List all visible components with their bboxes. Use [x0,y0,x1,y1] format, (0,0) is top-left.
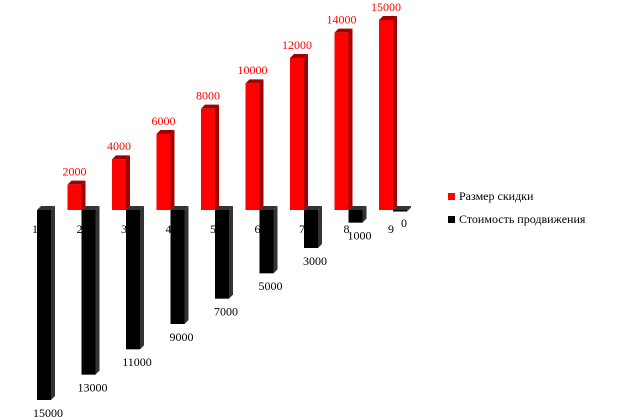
data-label: 10000 [238,63,268,77]
bar [37,210,51,400]
bar-side [362,206,367,223]
data-label: 15000 [371,0,401,14]
bar-side [126,155,130,210]
data-label: 4000 [107,139,131,153]
bar [112,159,126,210]
bar-top [259,206,278,210]
data-label: 6000 [152,114,176,128]
bar-side [348,28,353,210]
data-label: 7000 [214,304,238,318]
bar-top [37,206,55,210]
bar [67,184,82,210]
bar-side [95,206,100,375]
bar-side [140,206,144,350]
bar [379,20,393,210]
data-label: 13000 [78,380,108,394]
data-label: 5000 [259,279,283,293]
bar-side [393,16,397,210]
bar [304,210,318,248]
bar-top [112,155,130,160]
data-label: 11000 [122,355,152,369]
x-tick-label: 6 [255,222,261,236]
legend-swatch [448,216,455,223]
bar-side [407,206,411,212]
bar-side [318,206,322,248]
bar-top [304,206,322,210]
data-label: 1000 [348,228,372,242]
bar-side [51,206,55,400]
bar-side [215,104,219,210]
bar [348,210,363,223]
bar-top [81,206,100,210]
bar-top [126,206,144,210]
data-label: 15000 [33,406,63,420]
bar-side [259,79,264,210]
bar-top [334,28,353,33]
bar [215,210,229,299]
data-label: 9000 [170,330,194,344]
bar-top [290,54,308,58]
bar-side [170,130,175,210]
bar [156,134,171,210]
data-label: 0 [401,216,407,230]
data-label: 3000 [303,254,327,268]
x-tick-label: 1 [32,222,38,236]
bar-side [184,206,189,324]
x-tick-label: 4 [166,222,172,236]
bar-top [245,79,264,84]
bar-side [81,180,86,210]
legend-swatch [448,193,455,200]
bar [126,210,140,350]
x-tick-label: 7 [299,222,305,236]
bar [259,210,274,274]
bar-top [393,206,411,210]
bar-top [67,180,86,185]
bar-top [156,130,175,134]
bar-side [273,206,278,274]
legend-label: Размер скидки [459,189,534,203]
bar [334,32,349,210]
x-tick-label: 3 [121,222,127,236]
x-tick-label: 8 [344,222,350,236]
bar-top [201,104,219,109]
bar-top [379,16,397,20]
data-label: 2000 [63,164,87,178]
bar [245,83,260,210]
bar [393,210,407,212]
data-label: 8000 [196,88,220,102]
bar [81,210,96,375]
bar-top [170,206,189,210]
bar-top [215,206,233,210]
x-tick-label: 2 [77,222,83,236]
legend-label: Стоимость продвижения [459,212,586,226]
data-label: 14000 [327,12,357,26]
bar [201,108,215,210]
bar [290,58,304,210]
bar-side [229,206,233,299]
bar-top [348,206,367,210]
x-tick-label: 5 [210,222,216,236]
bar-side [304,54,308,210]
x-tick-label: 9 [388,222,394,236]
data-label: 12000 [282,38,312,52]
bar [170,210,185,324]
